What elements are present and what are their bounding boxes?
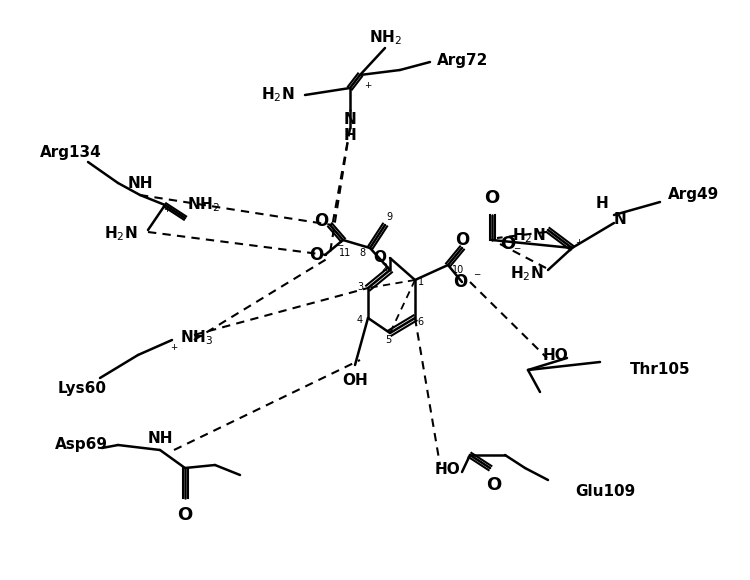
Text: OH: OH <box>342 373 368 388</box>
Text: O: O <box>486 476 502 494</box>
Text: Lys60: Lys60 <box>58 380 107 396</box>
Text: 8: 8 <box>360 248 366 258</box>
Text: O: O <box>314 212 328 230</box>
Text: $^-$: $^-$ <box>472 271 482 285</box>
Text: 6: 6 <box>417 317 423 327</box>
Text: H: H <box>596 196 608 211</box>
Text: N: N <box>614 212 627 227</box>
Text: O: O <box>309 246 323 264</box>
Text: H$_2$N: H$_2$N <box>262 86 295 104</box>
Text: Thr105: Thr105 <box>630 362 691 378</box>
Text: 5: 5 <box>385 335 392 345</box>
Text: HO: HO <box>542 349 568 364</box>
Text: O: O <box>500 235 515 253</box>
Text: Arg49: Arg49 <box>668 187 719 202</box>
Text: O: O <box>453 273 467 291</box>
Text: $^+$: $^+$ <box>169 343 179 357</box>
Text: O: O <box>484 189 500 207</box>
Text: 1: 1 <box>418 277 424 287</box>
Text: NH: NH <box>147 431 172 446</box>
Text: $^-$: $^-$ <box>512 245 522 259</box>
Text: H$_2$N: H$_2$N <box>104 224 138 244</box>
Text: HO: HO <box>435 462 460 477</box>
Text: 9: 9 <box>386 212 392 222</box>
Text: $^-$: $^-$ <box>335 242 345 256</box>
Text: 2: 2 <box>381 263 387 273</box>
Text: Glu109: Glu109 <box>575 484 635 499</box>
Text: N: N <box>344 113 356 128</box>
Text: $^+$: $^+$ <box>363 82 373 95</box>
Text: NH: NH <box>128 176 153 191</box>
Text: NH$_2$: NH$_2$ <box>368 28 401 48</box>
Text: Asp69: Asp69 <box>55 437 108 452</box>
Text: O: O <box>373 251 386 266</box>
Text: NH$_3$: NH$_3$ <box>180 329 213 347</box>
Text: O: O <box>177 506 193 524</box>
Text: 11: 11 <box>339 248 351 258</box>
Text: $^+$: $^+$ <box>162 205 172 219</box>
Text: 10: 10 <box>452 265 464 275</box>
Text: H$_2$N: H$_2$N <box>511 264 544 284</box>
Text: $^+$: $^+$ <box>574 238 584 252</box>
Text: H$_2$N: H$_2$N <box>512 226 546 245</box>
Text: O: O <box>454 231 470 249</box>
Text: H: H <box>344 128 356 143</box>
Text: NH$_2$: NH$_2$ <box>187 195 220 214</box>
Text: 3: 3 <box>357 282 363 292</box>
Text: Arg134: Arg134 <box>40 144 102 160</box>
Text: Arg72: Arg72 <box>437 53 488 67</box>
Text: 4: 4 <box>357 315 363 325</box>
